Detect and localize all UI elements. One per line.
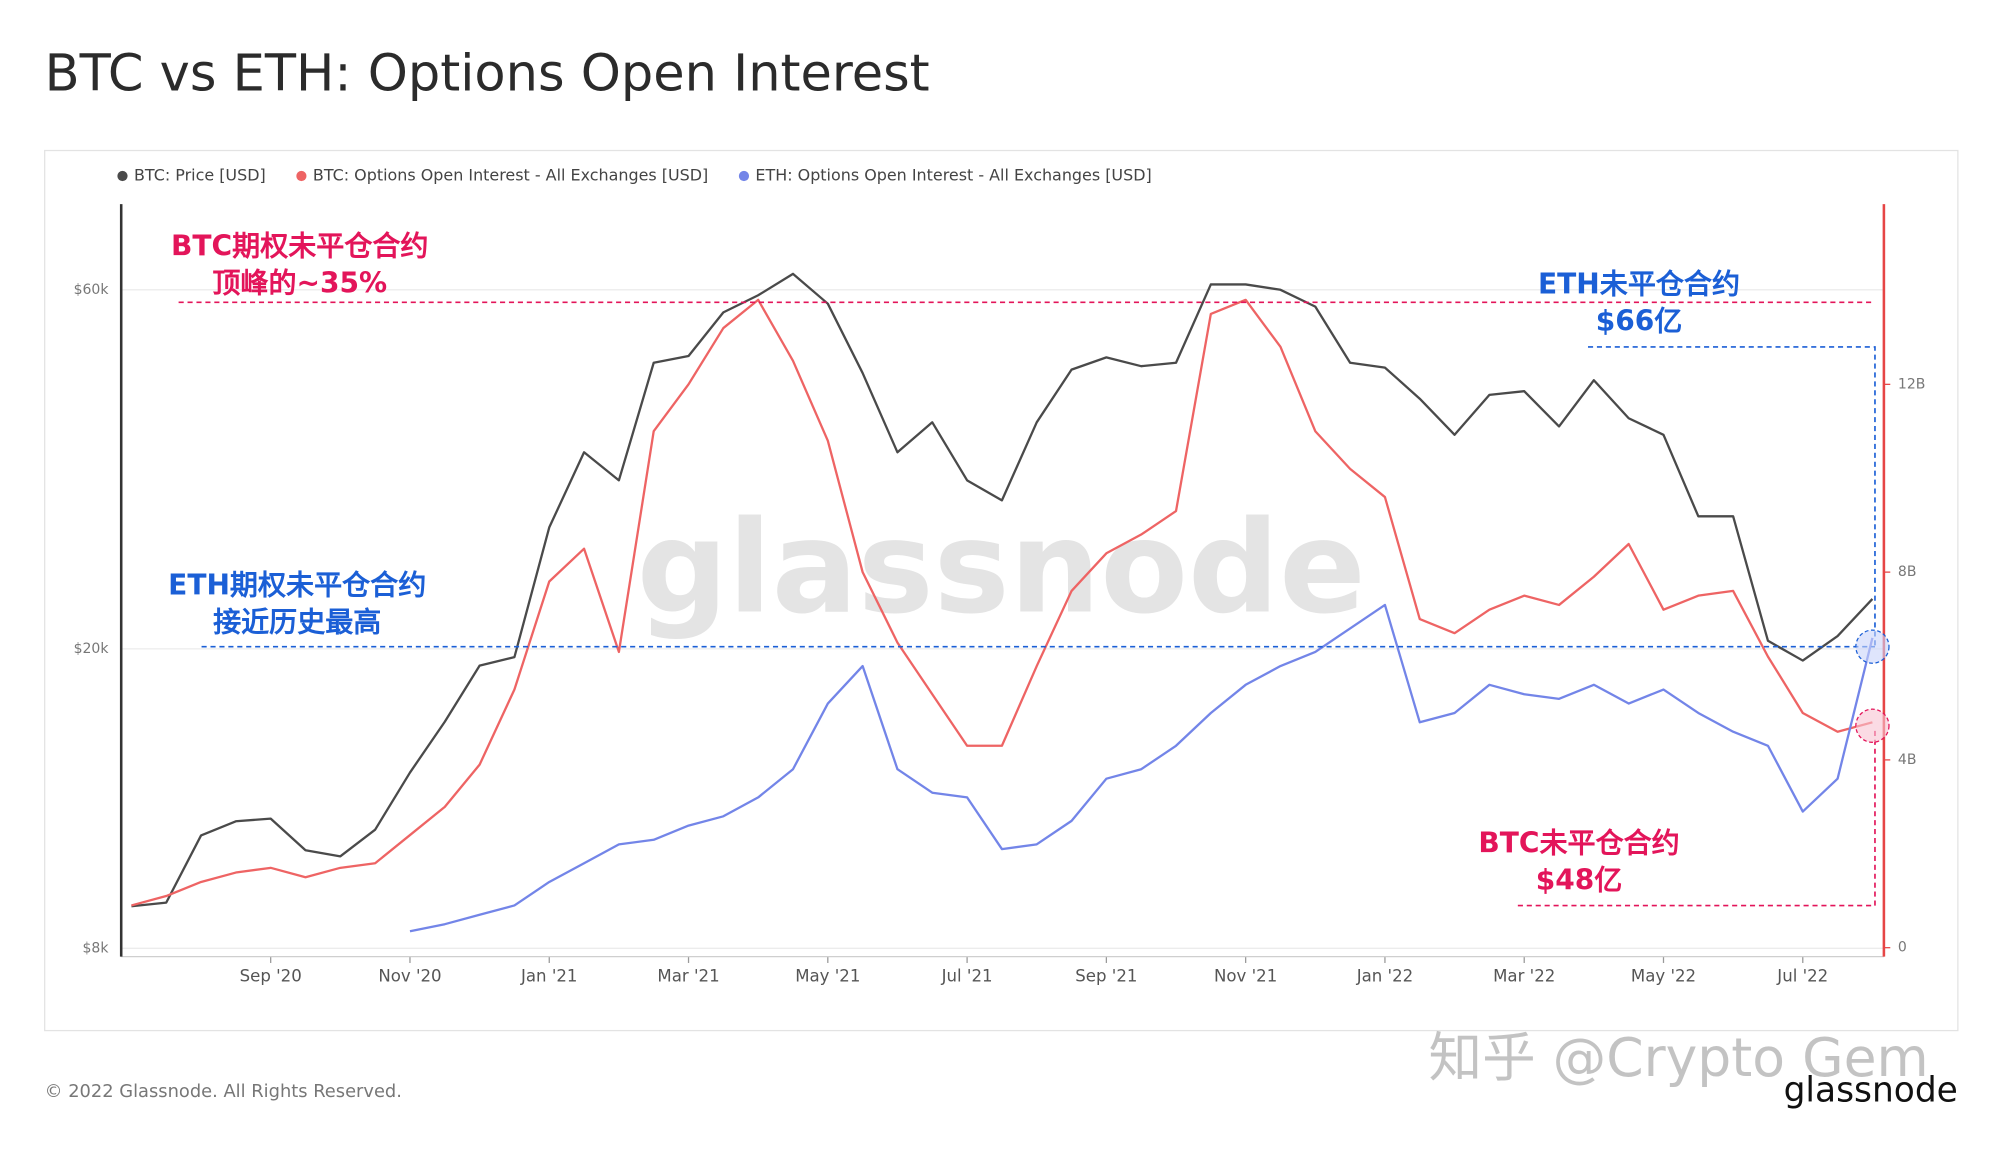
x-tick-label: May '21 (795, 967, 860, 986)
chart-title: BTC vs ETH: Options Open Interest (45, 45, 930, 104)
x-tick-label: Nov '21 (1214, 967, 1277, 986)
y2-tick-label: 12B (1898, 376, 1925, 392)
x-tick-label: Nov '20 (378, 967, 441, 986)
annotation-line (1517, 727, 1876, 907)
x-tick-label: Sep '21 (1075, 967, 1137, 986)
highlight-circle (1855, 629, 1890, 664)
legend-marker (117, 170, 128, 182)
highlight-circle (1855, 708, 1890, 743)
series-line (131, 298, 1873, 907)
legend-marker (296, 170, 307, 182)
watermark-text: 知乎 @Crypto Gem (1429, 1026, 1929, 1089)
x-tick-label: Jul '22 (1776, 967, 1828, 986)
x-tick-label: Jan '22 (1356, 967, 1413, 986)
annotation: ETH期权未平仓合约 (168, 569, 426, 602)
series-line (131, 272, 1874, 908)
legend-marker (738, 170, 750, 182)
chart-frame (44, 149, 1959, 1032)
logo: glassnode (1784, 1070, 1958, 1110)
annotation: ETH未平仓合约 (1538, 268, 1740, 301)
x-tick-label: Sep '20 (240, 967, 302, 986)
y2-tick-label: 4B (1898, 752, 1917, 768)
x-tick-label: Jan '21 (520, 967, 577, 986)
y-tick-label: $20k (74, 641, 110, 657)
watermark: glassnode (637, 495, 1366, 643)
annotation: 顶峰的~35% (212, 266, 387, 299)
footer: © 2022 Glassnode. All Rights Reserved. (45, 1081, 402, 1102)
annotation: BTC未平仓合约 (1478, 826, 1679, 859)
legend-label: ETH: Options Open Interest - All Exchang… (755, 166, 1151, 185)
series-line (409, 603, 1874, 933)
x-tick-label: May '22 (1631, 967, 1696, 986)
y2-tick-label: 0 (1898, 940, 1907, 956)
x-tick-label: Jul '21 (941, 967, 993, 986)
x-tick-label: Mar '21 (657, 967, 719, 986)
x-tick-label: Mar '22 (1493, 967, 1555, 986)
plot-area: $8k $20k $60k 0 4B 8B 12B Sep '20 Nov '20 Jan '21… (74, 166, 1926, 986)
annotation: $48亿 (1536, 863, 1623, 896)
annotation: $66亿 (1596, 305, 1683, 338)
annotation-line (1587, 346, 1876, 647)
y-tick-label: $60k (74, 282, 110, 298)
y2-tick-label: 8B (1898, 564, 1917, 580)
legend-label: BTC: Options Open Interest - All Exchang… (313, 166, 708, 185)
annotation: 接近历史最高 (213, 606, 381, 639)
y-tick-label: $8k (82, 940, 109, 956)
legend-label: BTC: Price [USD] (134, 166, 266, 185)
annotation: BTC期权未平仓合约 (171, 229, 428, 262)
